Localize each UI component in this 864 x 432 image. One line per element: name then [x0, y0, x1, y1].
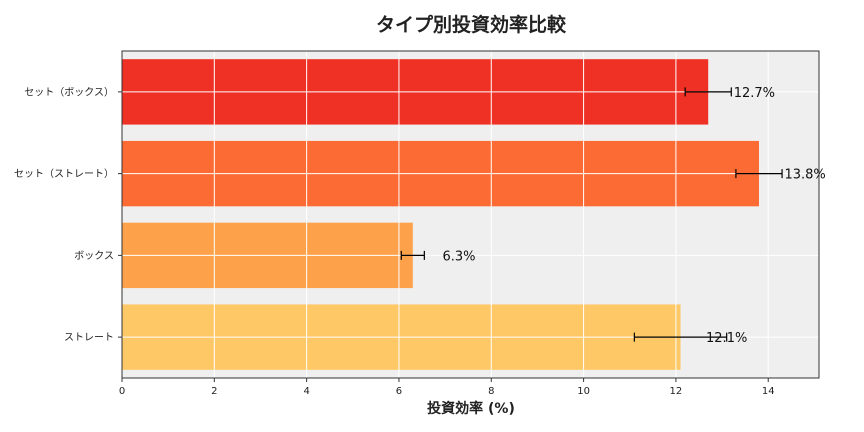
error-bars — [400, 87, 783, 342]
category-label: ストレート — [64, 333, 114, 344]
x-axis: 0 2 4 6 8 10 12 14 — [119, 378, 775, 397]
x-tick-label: 2 — [211, 386, 217, 397]
data-label: 12.7% — [734, 86, 775, 101]
x-axis-label: 投資効率 (%) — [427, 400, 515, 417]
data-label: 12.1% — [706, 331, 747, 346]
category-label: セット（ボックス） — [24, 86, 114, 98]
category-label: ボックス — [74, 250, 114, 262]
x-tick-label: 10 — [577, 386, 590, 397]
x-tick-label: 6 — [396, 386, 402, 397]
plot-frame — [121, 50, 820, 379]
x-tick-label: 12 — [670, 386, 683, 397]
data-label: 13.8% — [784, 168, 825, 183]
x-tick-label: 8 — [488, 386, 494, 397]
data-label: 6.3% — [442, 249, 475, 264]
data-labels: 12.7% 13.8% 6.3% 12.1% — [442, 86, 825, 346]
x-tick-label: 14 — [762, 386, 775, 397]
x-tick-label: 4 — [303, 386, 309, 397]
chart-title: タイプ別投資効率比較 — [376, 13, 567, 36]
category-label: セット（ストレート） — [14, 168, 114, 180]
x-tick-label: 0 — [119, 386, 125, 397]
